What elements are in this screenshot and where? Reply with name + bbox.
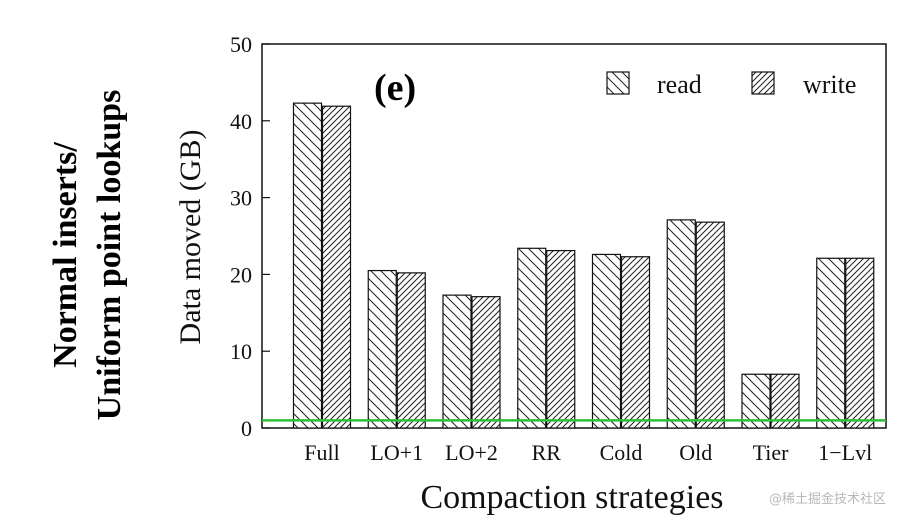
legend-swatch-read — [606, 71, 630, 95]
watermark: @稀土掘金技术社区 — [769, 491, 886, 507]
y-tick-label-2: 20 — [230, 262, 252, 287]
x-tick-label-6: Tier — [753, 440, 790, 465]
y-tick-label-4: 40 — [230, 109, 252, 134]
bar-write-1 — [396, 272, 426, 429]
bar-write-3 — [546, 249, 576, 429]
bar-write-7 — [845, 257, 875, 429]
legend-swatch-write — [751, 71, 775, 95]
x-tick-label-3: RR — [532, 440, 562, 465]
bar-read-0 — [292, 102, 323, 429]
x-tick-label-0: Full — [304, 440, 339, 465]
y-axis-label: Data moved (GB) — [174, 130, 207, 345]
bar-read-7 — [816, 257, 846, 429]
bar-read-4 — [591, 253, 622, 429]
x-tick-label-1: LO+1 — [370, 440, 423, 465]
y-tick-label-3: 30 — [230, 186, 252, 211]
x-ticks: Full LO+1 LO+2 RR Cold Old Tier 1−Lvl — [304, 421, 872, 465]
x-tick-label-4: Cold — [600, 440, 643, 465]
bars — [292, 102, 875, 429]
bar-write-4 — [620, 256, 651, 429]
bar-write-2 — [471, 296, 501, 429]
y-ticks: 0 10 20 30 40 50 — [230, 32, 270, 441]
side-title-line-1: Normal inserts/ — [47, 142, 84, 368]
bar-write-5 — [695, 221, 725, 429]
y-tick-label-5: 50 — [230, 32, 252, 57]
legend-label-write: write — [803, 70, 856, 99]
x-tick-label-2: LO+2 — [445, 440, 498, 465]
bar-write-6 — [770, 373, 800, 429]
bar-read-1 — [367, 269, 397, 429]
x-tick-label-7: 1−Lvl — [818, 440, 872, 465]
bar-read-3 — [517, 247, 547, 429]
bar-write-0 — [321, 105, 352, 429]
panel-label: (e) — [374, 67, 416, 109]
bar-read-6 — [741, 373, 771, 429]
side-title-line-2: Uniform point lookups — [91, 90, 128, 421]
y-tick-label-1: 10 — [230, 339, 252, 364]
y-tick-label-0: 0 — [241, 416, 252, 441]
bar-read-2 — [442, 294, 472, 429]
x-tick-label-5: Old — [679, 440, 712, 465]
bar-read-5 — [666, 219, 696, 429]
x-axis-label: Compaction strategies — [420, 479, 723, 516]
legend: read write — [606, 70, 856, 99]
legend-label-read: read — [657, 70, 702, 99]
